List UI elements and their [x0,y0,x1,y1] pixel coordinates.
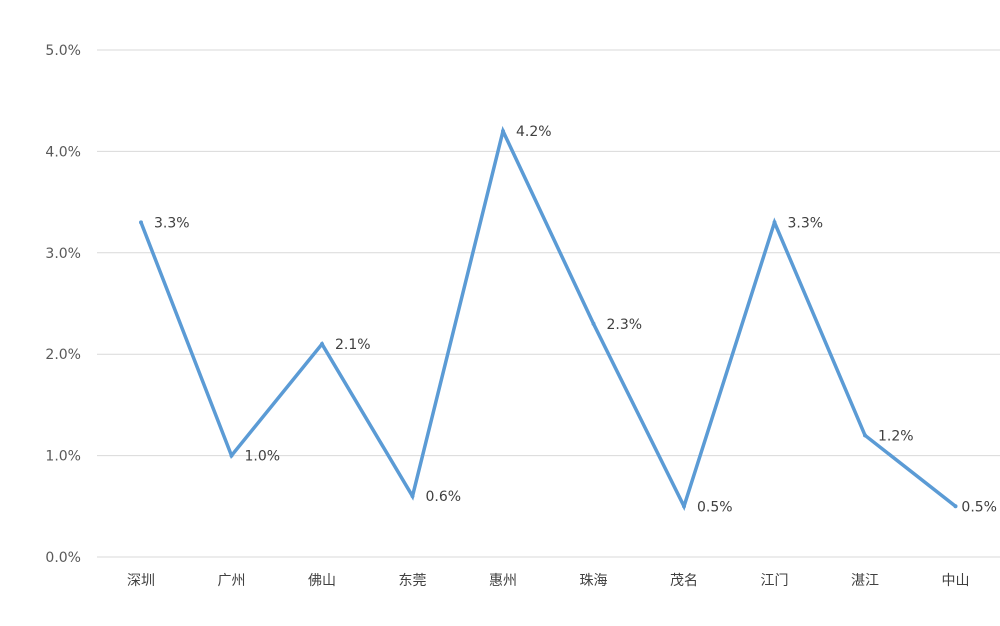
x-axis-ticks: 深圳 广州 佛山 东莞 惠州 珠海 茂名 江门 湛江 中山 [127,572,970,589]
data-label: 3.3% [154,215,190,231]
data-label: 2.3% [607,317,643,333]
data-point [863,433,867,438]
x-tick-label: 江门 [761,573,789,589]
data-label: 0.5% [697,499,733,515]
data-point [501,129,505,134]
data-label: 1.0% [245,449,281,465]
x-tick-label: 惠州 [489,573,517,589]
y-axis-ticks: 0.0% 1.0% 2.0% 3.0% 4.0% 5.0% [45,43,81,566]
x-tick-label: 珠海 [580,573,608,589]
gridlines [97,49,1000,558]
y-tick-label: 1.0% [45,449,81,465]
data-point [410,494,415,499]
y-tick-label: 5.0% [45,43,81,59]
x-tick-label: 佛山 [308,573,336,589]
x-tick-label: 东莞 [399,573,427,589]
data-label: 4.2% [516,124,552,140]
data-point [320,342,324,347]
data-label: 3.3% [788,215,824,231]
data-point [591,321,596,326]
y-tick-label: 2.0% [45,347,81,363]
x-tick-label: 广州 [218,573,246,589]
y-tick-label: 4.0% [45,144,81,160]
data-label: 0.6% [426,489,462,505]
y-tick-label: 0.0% [45,550,81,566]
data-point [229,453,234,458]
data-point [953,504,958,509]
data-point [682,504,686,509]
data-label: 0.5% [961,499,997,515]
data-label: 1.2% [878,428,914,444]
x-tick-label: 湛江 [851,573,879,589]
data-label: 2.1% [335,337,371,353]
data-point [772,220,777,225]
series-line [139,125,958,511]
x-tick-label: 中山 [942,573,970,589]
y-tick-label: 3.0% [45,246,81,262]
data-point [139,220,143,225]
x-tick-label: 深圳 [127,573,155,589]
data-labels: 3.3% 1.0% 2.1% 0.6% 4.2% 2.3% 0.5% 3.3% 1.2% 0.5% [154,124,997,515]
x-tick-label: 茂名 [670,572,698,589]
